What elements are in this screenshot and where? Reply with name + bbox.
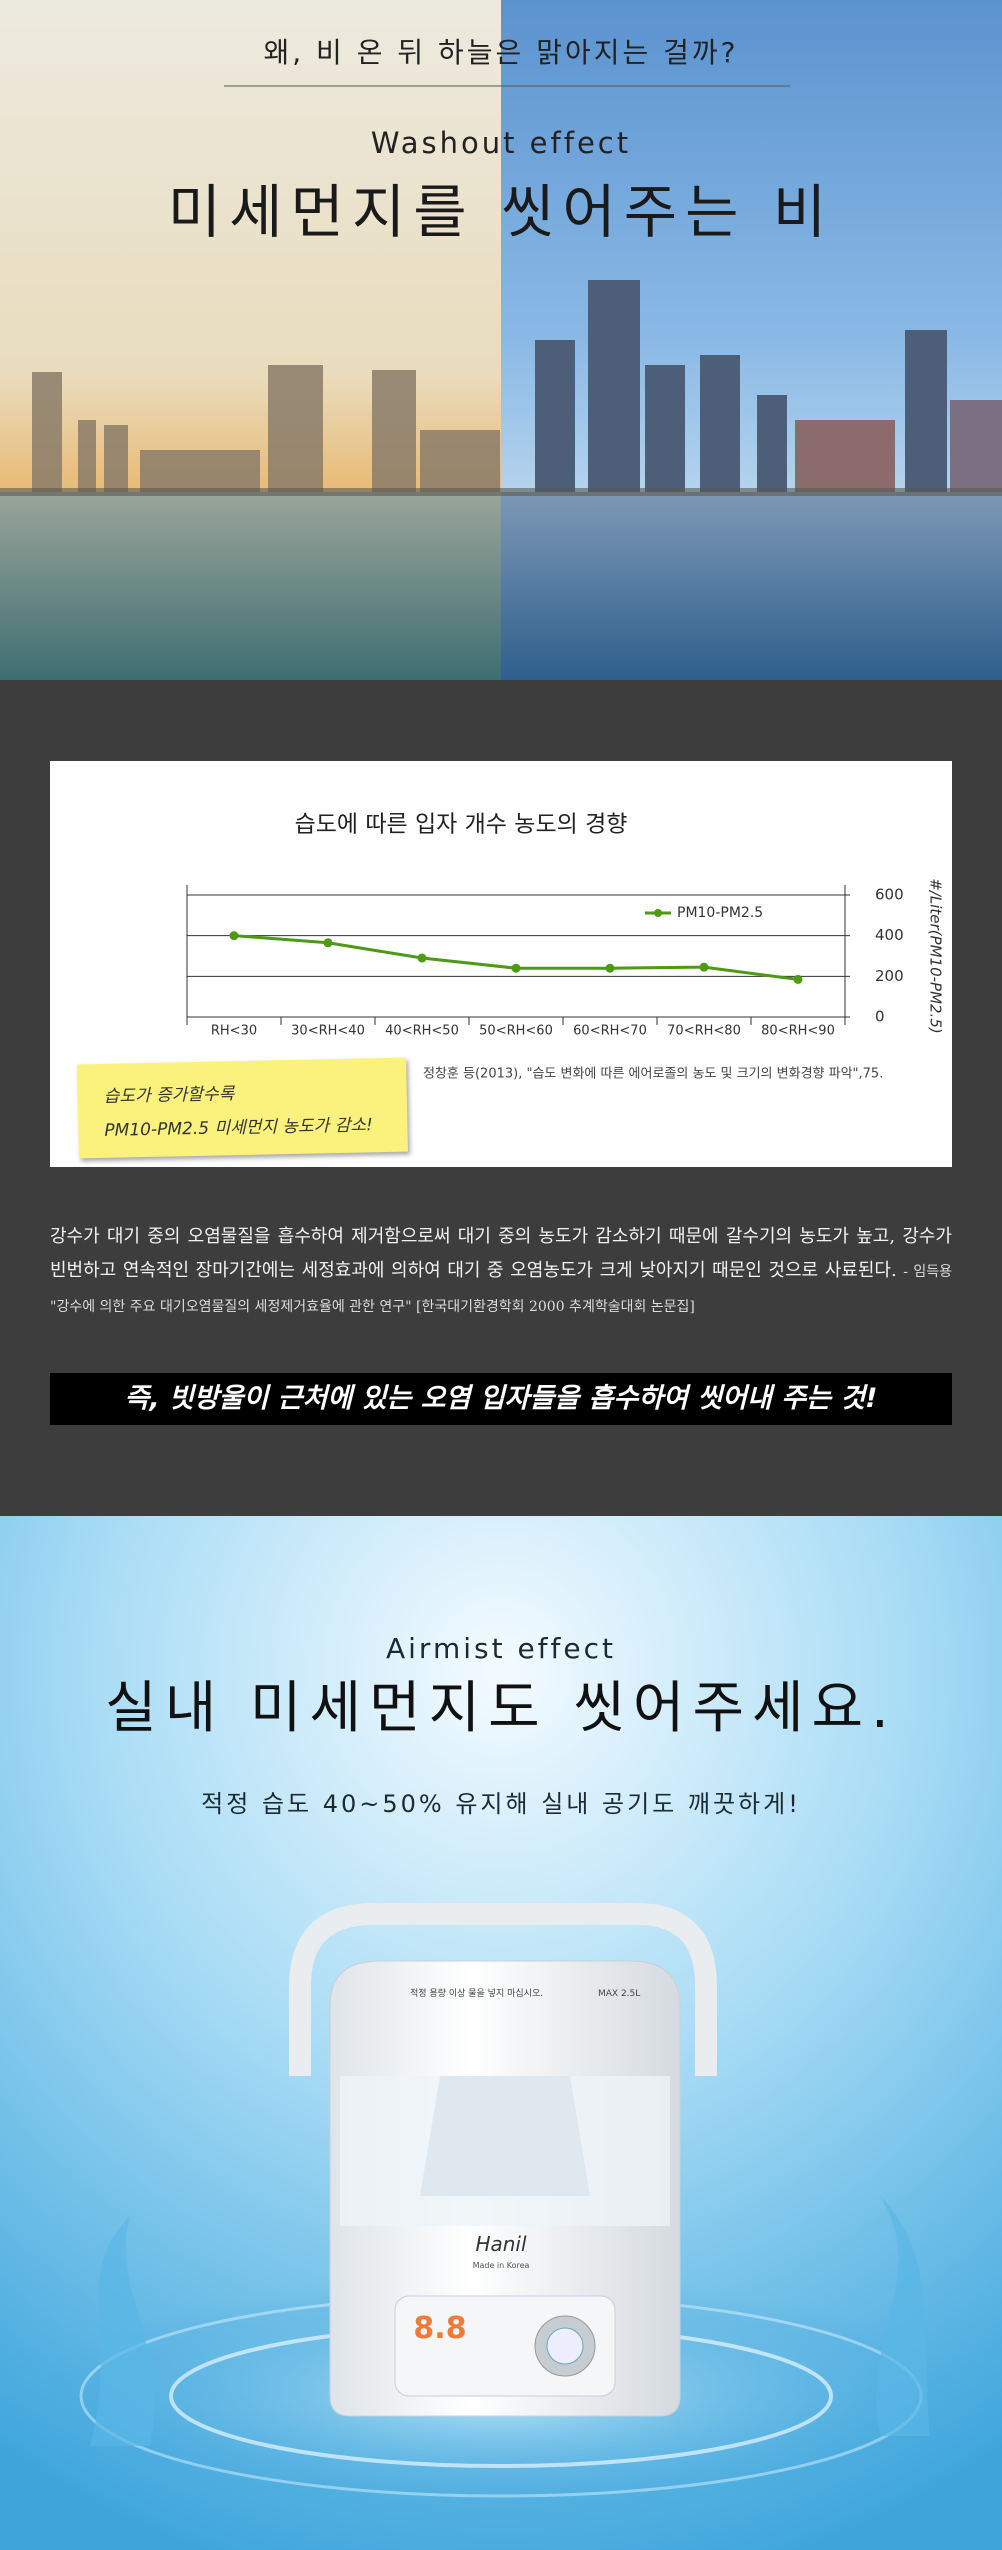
y-tick-label: 400: [875, 926, 904, 944]
line-series: [233, 934, 799, 981]
x-tick-label: RH<30: [211, 1024, 257, 1039]
note-line: PM10-PM2.5 미세먼지 농도가 감소!: [104, 1115, 374, 1141]
banner: 즉, 빗방울이 근처에 있는 오염 입자들을 흡수하여 씻어내 주는 것!: [50, 1373, 952, 1425]
data-point: [699, 962, 709, 972]
paragraph: 강수가 대기 중의 오염물질을 흡수하여 제거함으로써 대기 중의 농도가 감소…: [50, 1220, 952, 1324]
x-tick-label: 70<RH<80: [667, 1024, 741, 1039]
chart-panel: 습도에 따른 입자 개수 농도의 경향 정창훈 등(2013), "습도 변화에…: [50, 761, 952, 1167]
chart-title: 습도에 따른 입자 개수 농도의 경향: [295, 812, 628, 838]
data-point: [417, 953, 427, 963]
chart: 습도에 따른 입자 개수 농도의 경향 정창훈 등(2013), "습도 변화에…: [186, 812, 945, 1082]
y-axis-title: #/Liter(PM10-PM2.5): [927, 878, 945, 1033]
x-tick-label: 40<RH<50: [385, 1024, 459, 1039]
hero-photo: 왜, 비 온 뒤 하늘은 맑아지는 걸까? Washout effect 미세먼…: [0, 0, 1002, 680]
device-warning: 적정 용량 이상 물을 넣지 마십시오.: [410, 1987, 543, 1999]
legend-swatch: [654, 909, 662, 917]
legend-label: PM10-PM2.5: [677, 905, 763, 921]
data-point: [323, 938, 333, 948]
caption: 적정 습도 40~50% 유지해 실내 공기도 깨끗하게!: [201, 1790, 801, 1818]
x-tick-label: 60<RH<70: [573, 1024, 647, 1039]
x-tick-label: 80<RH<90: [761, 1024, 835, 1039]
citation: - 임득용 "강수에 의한 주요 대기오염물질의 세정제거효율에 관한 연구" …: [50, 1264, 952, 1315]
airmist-section: Airmist effect 실내 미세먼지도 씻어주세요. 적정 습도 40~…: [0, 1516, 1002, 2550]
humidifier: 적정 용량 이상 물을 넣지 마십시오. MAX 2.5L Hanil Made…: [289, 1903, 717, 2417]
device-display: 8.8: [413, 2311, 466, 2346]
title: 미세먼지를 씻어주는 비: [168, 178, 834, 246]
data-point: [229, 931, 239, 941]
paragraph-body: 강수가 대기 중의 오염물질을 흡수하여 제거함으로써 대기 중의 농도가 감소…: [50, 1226, 952, 1281]
data-point: [605, 963, 615, 973]
note-line: 습도가 증가할수록: [103, 1084, 235, 1107]
device-capacity: MAX 2.5L: [598, 1989, 640, 1999]
x-tick-label: 50<RH<60: [479, 1024, 553, 1039]
data-point: [511, 963, 521, 973]
y-tick-label: 200: [875, 967, 904, 985]
subtitle: Airmist effect: [386, 1632, 616, 1665]
title: 실내 미세먼지도 씻어주세요.: [105, 1676, 897, 1741]
data-point: [793, 974, 803, 984]
x-tick-label: 30<RH<40: [291, 1024, 365, 1039]
subtitle: Washout effect: [371, 126, 631, 160]
chart-source: 정창훈 등(2013), "습도 변화에 따른 에어로졸의 농도 및 크기의 변…: [423, 1067, 883, 1082]
sticky-note: 습도가 증가할수록 PM10-PM2.5 미세먼지 농도가 감소!: [77, 1057, 408, 1159]
device-origin: Made in Korea: [473, 2261, 530, 2270]
question: 왜, 비 온 뒤 하늘은 맑아지는 걸까?: [263, 36, 738, 69]
device-brand: Hanil: [475, 2232, 527, 2256]
y-tick-label: 600: [875, 886, 904, 904]
y-tick-label: 0: [875, 1008, 885, 1026]
